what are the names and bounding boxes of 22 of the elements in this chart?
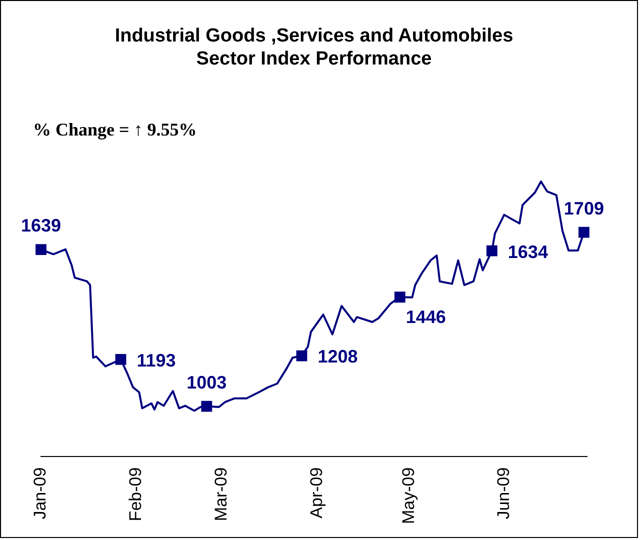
data-label: 1003	[186, 372, 227, 392]
x-tick-label: Mar-09	[212, 467, 231, 522]
data-label: 1634	[508, 242, 548, 262]
chart-title: Industrial Goods ,Services and Automobiles Sector Index Performance	[114, 26, 514, 70]
data-label: 1709	[564, 198, 604, 218]
point	[578, 226, 590, 238]
data-label: 1193	[136, 350, 176, 370]
point	[115, 354, 126, 365]
x-tick-label: Feb-09	[126, 467, 145, 522]
x-tick-label: Jan-09	[30, 467, 50, 520]
point	[296, 350, 308, 362]
data-label: 1639	[20, 216, 62, 236]
data-label: 1208	[318, 346, 358, 367]
data-label: 1446	[406, 307, 446, 328]
text: % Change = ↑ 9.55%	[33, 120, 197, 140]
point	[394, 292, 406, 303]
point	[36, 244, 46, 256]
point	[486, 245, 498, 256]
x-tick-label: Apr-09	[306, 467, 326, 518]
x-tick-label: Jun-09	[494, 467, 513, 520]
point	[201, 400, 212, 412]
x-tick-label: May-09	[398, 467, 418, 524]
